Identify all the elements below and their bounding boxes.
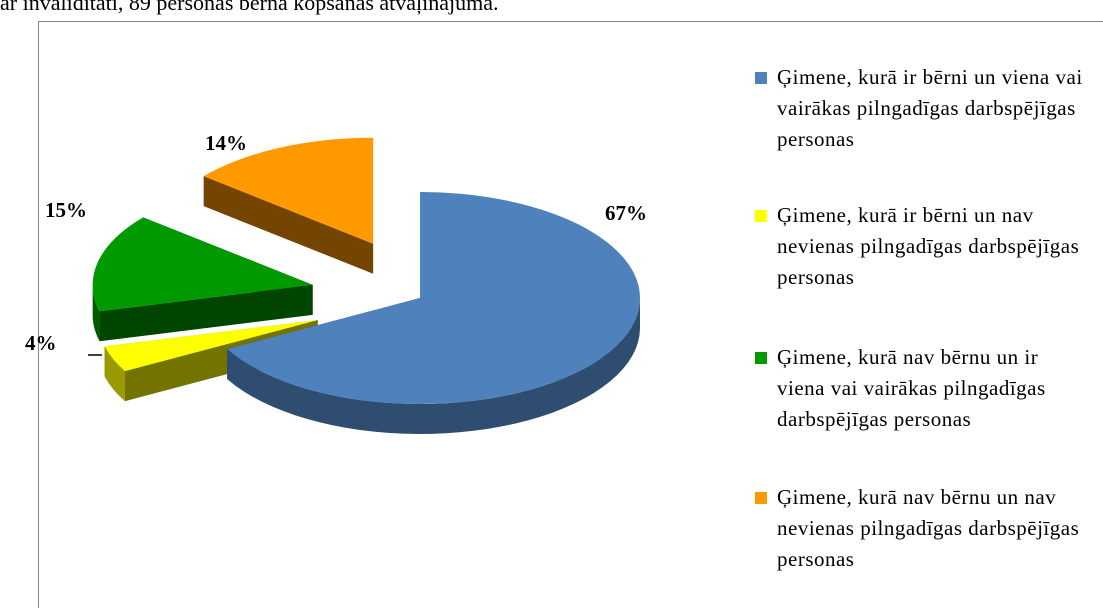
legend-label: Ģimene, kurā nav bērnu un ir viena vai v… bbox=[777, 345, 1046, 431]
legend-marker bbox=[755, 352, 767, 364]
data-label: 67% bbox=[605, 201, 647, 225]
slice-side bbox=[203, 176, 374, 274]
legend-entry: Ģimene, kurā nav bērnu un ir viena vai v… bbox=[755, 342, 1085, 435]
legend-marker bbox=[755, 492, 767, 504]
slice bbox=[92, 217, 313, 312]
slice-wall bbox=[92, 284, 100, 342]
data-label: 15% bbox=[45, 198, 87, 222]
slice bbox=[203, 137, 374, 244]
slice-side bbox=[99, 284, 313, 342]
slice bbox=[104, 320, 318, 372]
legend-marker bbox=[755, 72, 767, 84]
data-label: 14% bbox=[205, 131, 247, 155]
legend-marker bbox=[755, 210, 767, 222]
legend-label: Ģimene, kurā ir bērni un nav nevienas pi… bbox=[777, 203, 1080, 289]
legend-entry: Ģimene, kurā nav bērnu un nav nevienas p… bbox=[755, 482, 1085, 575]
legend-entry: Ģimene, kurā ir bērni un nav nevienas pi… bbox=[755, 200, 1085, 293]
legend-label: Ģimene, kurā nav bērnu un nav nevienas p… bbox=[777, 485, 1080, 571]
chart-frame bbox=[38, 21, 1103, 608]
legend-label: Ģimene, kurā ir bērni un viena vai vairā… bbox=[777, 65, 1083, 151]
slice bbox=[227, 192, 641, 404]
caption: ar invaliditāti, 89 personas bērna kopša… bbox=[0, 0, 499, 15]
slice-wall bbox=[104, 346, 125, 402]
slice-wall bbox=[227, 298, 640, 434]
legend-entry: Ģimene, kurā ir bērni un viena vai vairā… bbox=[755, 62, 1085, 155]
data-label: 4% bbox=[25, 331, 57, 355]
